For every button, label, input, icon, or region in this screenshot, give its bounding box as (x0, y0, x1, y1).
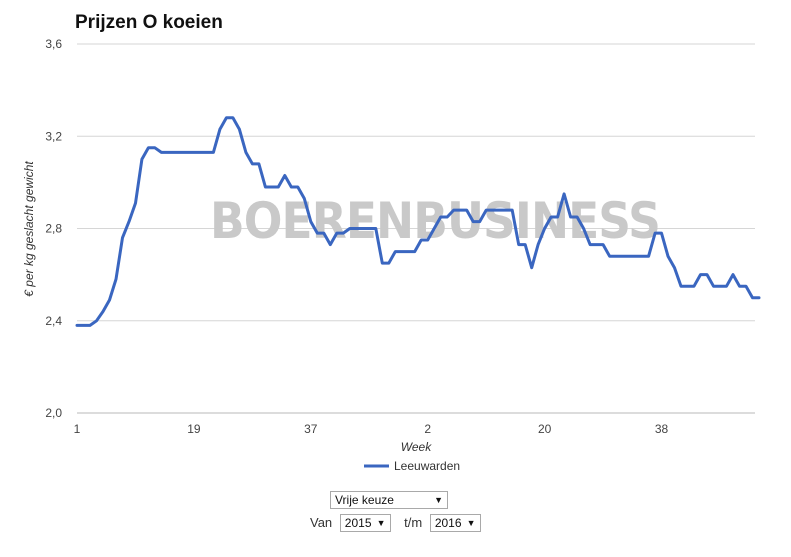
tm-label: t/m (404, 515, 423, 530)
year-range: Van 2015 ▼ t/m 2016 ▼ (310, 514, 481, 532)
y-tick-label: 3,2 (45, 129, 62, 143)
x-tick-label: 37 (304, 422, 318, 436)
x-axis-title: Week (401, 440, 432, 454)
line-chart: BOERENBUSINESS 2,0 2,4 2,8 3,2 3,6 1 19 37 2 20 3… (22, 37, 761, 473)
x-tick-label: 1 (74, 422, 81, 436)
period-select[interactable]: Vrije keuze ▼ (330, 491, 448, 509)
y-tick-label: 2,4 (45, 314, 62, 328)
chevron-down-icon: ▼ (376, 518, 386, 528)
y-axis-ticks: 2,0 2,4 2,8 3,2 3,6 (45, 37, 62, 420)
chart-title: Prijzen O koeien (75, 12, 223, 33)
y-tick-label: 3,6 (45, 37, 62, 51)
period-select-value: Vrije keuze (335, 493, 394, 507)
tm-year-select[interactable]: 2016 ▼ (429, 514, 481, 532)
tm-year-value: 2016 (434, 516, 462, 530)
y-tick-label: 2,8 (45, 222, 62, 236)
y-tick-label: 2,0 (45, 406, 62, 420)
x-axis-ticks: 1 19 37 2 20 38 (74, 422, 669, 436)
x-tick-label: 20 (538, 422, 552, 436)
legend-label: Leeuwarden (394, 459, 460, 473)
grid-lines (77, 43, 755, 414)
van-year-select[interactable]: 2015 ▼ (339, 514, 391, 532)
chevron-down-icon: ▼ (434, 495, 443, 505)
chevron-down-icon: ▼ (466, 518, 476, 528)
series-line-leeuwarden[interactable] (75, 116, 761, 327)
x-tick-label: 2 (424, 422, 431, 436)
y-axis-title: € per kg geslacht gewicht (22, 161, 36, 297)
van-label: Van (310, 515, 333, 530)
x-tick-label: 19 (187, 422, 201, 436)
series-group (75, 116, 761, 327)
x-tick-label: 38 (655, 422, 669, 436)
van-year-value: 2015 (344, 516, 372, 530)
watermark-logo: BOERENBUSINESS (210, 192, 660, 250)
legend[interactable]: Leeuwarden (364, 459, 460, 473)
